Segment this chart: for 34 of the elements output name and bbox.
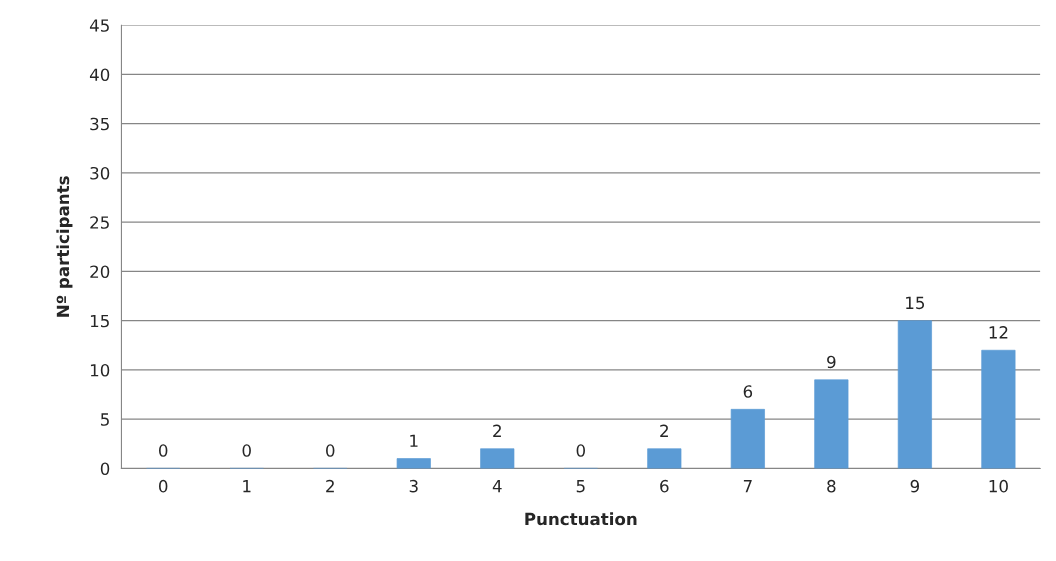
x-tick-label: 8	[827, 479, 836, 493]
x-tick-label: 4	[492, 480, 502, 493]
x-tick-label: 3	[409, 479, 418, 493]
data-label: 0	[576, 444, 585, 457]
data-label: 0	[326, 444, 335, 457]
x-tick-label: 2	[326, 479, 334, 493]
data-label: 2	[493, 424, 501, 437]
x-tick-label: 0	[159, 479, 168, 493]
y-tick-label: 20	[90, 265, 110, 279]
y-tick-label: 15	[90, 314, 109, 328]
y-tick-label: 0	[100, 462, 110, 475]
data-label: 0	[242, 444, 251, 457]
y-tick-label: 10	[90, 363, 110, 377]
data-label: 0	[159, 444, 168, 457]
data-label: 2	[660, 424, 668, 437]
x-tick-label: 1	[243, 480, 251, 493]
y-tick-label: 35	[90, 117, 109, 131]
x-tick-label: 9	[910, 479, 920, 493]
data-label: 6	[743, 385, 753, 398]
y-axis-title: Nº participants	[56, 176, 73, 317]
x-tick-label: 6	[660, 479, 669, 493]
x-tick-label: 7	[743, 480, 752, 493]
x-axis-title: Punctuation	[525, 512, 637, 526]
data-label: 15	[906, 296, 925, 310]
y-tick-label: 40	[89, 68, 110, 82]
x-tick-label: 10	[989, 479, 1008, 493]
data-label: 1	[410, 434, 418, 447]
y-tick-label: 25	[90, 216, 109, 229]
y-tick-label: 45	[89, 19, 109, 32]
x-tick-label: 5	[576, 480, 585, 493]
data-label: 12	[989, 326, 1008, 339]
y-tick-label: 5	[101, 413, 109, 426]
y-tick-label: 30	[90, 166, 110, 180]
data-label: 9	[827, 355, 836, 369]
